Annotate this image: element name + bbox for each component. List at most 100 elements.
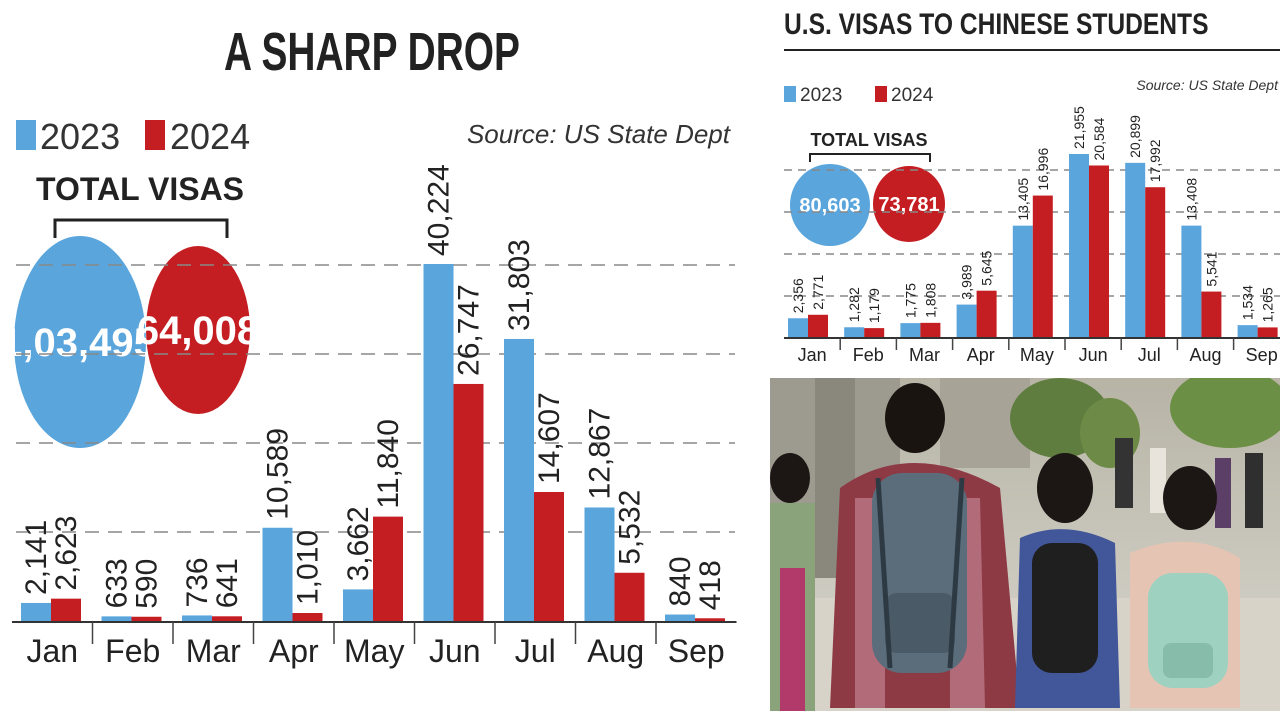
data-label-2024-jun: 20,584 bbox=[1091, 117, 1107, 160]
left-total-visas-label: TOTAL VISAS bbox=[36, 171, 244, 207]
bar-2024-jun bbox=[453, 383, 484, 622]
left-chart: A SHARP DROP 2023 2024 Source: US State … bbox=[0, 20, 737, 669]
data-label-2023-mar: 1,775 bbox=[902, 283, 918, 318]
right-bars bbox=[788, 154, 1278, 338]
bar-2023-jan bbox=[788, 318, 808, 338]
bar-2024-apr bbox=[976, 290, 997, 338]
bar-2024-apr bbox=[292, 613, 323, 622]
data-label-2024-apr: 1,010 bbox=[292, 530, 325, 605]
bar-2024-sep bbox=[1257, 327, 1278, 338]
right-chart-title: U.S. VISAS TO CHINESE STUDENTS bbox=[784, 7, 1208, 41]
x-tick-label-apr: Apr bbox=[967, 345, 995, 365]
bar-2024-feb bbox=[864, 328, 885, 338]
right-total-2023-circle bbox=[790, 164, 870, 246]
x-tick-label-feb: Feb bbox=[105, 633, 160, 669]
bar-2023-aug bbox=[584, 507, 615, 622]
x-tick-label-aug: Aug bbox=[587, 633, 644, 669]
x-tick-label-mar: Mar bbox=[909, 345, 940, 365]
data-label-2023-aug: 12,867 bbox=[584, 408, 617, 500]
bar-2023-sep bbox=[1237, 325, 1258, 338]
data-label-2024-jul: 17,992 bbox=[1147, 139, 1163, 182]
data-label-2023-feb: 1,282 bbox=[846, 287, 862, 322]
data-label-2024-feb: 1,179 bbox=[866, 288, 882, 323]
x-tick-label-jul: Jul bbox=[515, 633, 556, 669]
right-chart-panel: U.S. VISAS TO CHINESE STUDENTS 2023 2024… bbox=[770, 0, 1280, 372]
x-tick-label-mar: Mar bbox=[186, 633, 241, 669]
x-tick-label-feb: Feb bbox=[853, 345, 884, 365]
data-label-2024-mar: 641 bbox=[211, 558, 244, 608]
data-label-2023-may: 3,662 bbox=[342, 506, 375, 581]
data-label-2023-jun: 21,955 bbox=[1071, 106, 1087, 149]
data-label-2024-mar: 1,808 bbox=[922, 283, 938, 318]
data-label-2023-feb: 633 bbox=[101, 558, 134, 608]
bar-2023-aug bbox=[1181, 225, 1202, 338]
bar-2024-may bbox=[1032, 195, 1053, 338]
right-total-bracket bbox=[809, 153, 931, 162]
left-bars bbox=[21, 264, 725, 622]
right-total-visas-label: TOTAL VISAS bbox=[810, 130, 927, 150]
x-tick-label-jun: Jun bbox=[429, 633, 481, 669]
legend-label-2023: 2023 bbox=[40, 116, 120, 157]
left-chart-source: Source: US State Dept bbox=[467, 119, 732, 149]
data-label-2023-apr: 3,989 bbox=[959, 264, 975, 299]
data-label-2023-mar: 736 bbox=[181, 557, 214, 607]
left-total-2023-value: 1,03,495 bbox=[0, 321, 156, 365]
x-tick-label-may: May bbox=[344, 633, 404, 669]
bar-2024-aug bbox=[614, 572, 645, 622]
bar-2023-mar bbox=[900, 323, 921, 338]
bar-2023-jul bbox=[1125, 162, 1146, 338]
data-label-2024-may: 16,996 bbox=[1035, 148, 1051, 191]
left-chart-panel: A SHARP DROP 2023 2024 Source: US State … bbox=[0, 20, 737, 669]
bar-2024-feb bbox=[131, 616, 162, 622]
bar-2024-jun bbox=[1089, 165, 1109, 338]
x-tick-label-sep: Sep bbox=[1246, 345, 1278, 365]
right-total-2024-value: 73,781 bbox=[878, 194, 939, 216]
data-label-2024-jan: 2,771 bbox=[810, 275, 826, 310]
x-tick-label-sep: Sep bbox=[668, 633, 725, 669]
bar-2023-jun bbox=[423, 264, 454, 622]
bar-2023-jun bbox=[1069, 154, 1089, 338]
bar-2024-mar bbox=[212, 616, 242, 622]
students-photo bbox=[770, 378, 1280, 711]
legend-swatch-2024 bbox=[145, 120, 165, 150]
data-label-2024-jun: 26,747 bbox=[453, 284, 486, 376]
x-tick-label-jan: Jan bbox=[798, 345, 827, 365]
bar-2023-jul bbox=[504, 338, 534, 622]
data-label-2024-jul: 14,607 bbox=[533, 392, 566, 484]
data-label-2023-sep: 1,534 bbox=[1240, 285, 1256, 320]
bar-2024-sep bbox=[695, 618, 725, 622]
bar-2023-apr bbox=[262, 527, 293, 622]
right-x-axis: Jan Feb Mar Apr May Jun Jul Aug Sep bbox=[784, 337, 1280, 365]
x-tick-label-may: May bbox=[1020, 345, 1054, 365]
data-label-2023-jul: 20,899 bbox=[1127, 115, 1143, 158]
right-total-2024-circle bbox=[873, 166, 945, 242]
bar-2024-may bbox=[373, 516, 403, 622]
data-label-2023-sep: 840 bbox=[664, 556, 697, 606]
data-label-2023-apr: 10,589 bbox=[262, 428, 295, 520]
left-total-2024-circle bbox=[146, 246, 250, 414]
bar-2023-feb bbox=[101, 616, 132, 622]
x-tick-label-jul: Jul bbox=[1138, 345, 1161, 365]
data-label-2024-apr: 5,645 bbox=[979, 250, 995, 285]
bar-2023-jan bbox=[21, 602, 51, 622]
data-label-2024-may: 11,840 bbox=[372, 419, 405, 509]
data-label-2023-aug: 13,408 bbox=[1183, 178, 1199, 221]
legend-label-2024: 2024 bbox=[170, 116, 250, 157]
data-label-2024-jan: 2,623 bbox=[50, 516, 83, 591]
legend-swatch-2023 bbox=[16, 120, 36, 150]
bar-2023-apr bbox=[956, 304, 977, 338]
legend-swatch-2023 bbox=[784, 86, 796, 102]
data-label-2023-may: 13,405 bbox=[1015, 178, 1031, 221]
x-tick-label-jun: Jun bbox=[1079, 345, 1108, 365]
x-tick-label-apr: Apr bbox=[269, 633, 319, 669]
left-chart-title: A SHARP DROP bbox=[224, 21, 520, 82]
data-label-2023-jan: 2,356 bbox=[790, 278, 806, 313]
bar-2024-aug bbox=[1201, 291, 1222, 338]
data-label-2024-sep: 418 bbox=[694, 560, 727, 610]
right-chart-source: Source: US State Dept bbox=[1136, 77, 1279, 93]
right-total-2023-value: 80,603 bbox=[799, 195, 860, 217]
left-gridlines bbox=[16, 264, 735, 533]
bar-2023-sep bbox=[665, 614, 695, 622]
x-tick-label-aug: Aug bbox=[1189, 345, 1221, 365]
